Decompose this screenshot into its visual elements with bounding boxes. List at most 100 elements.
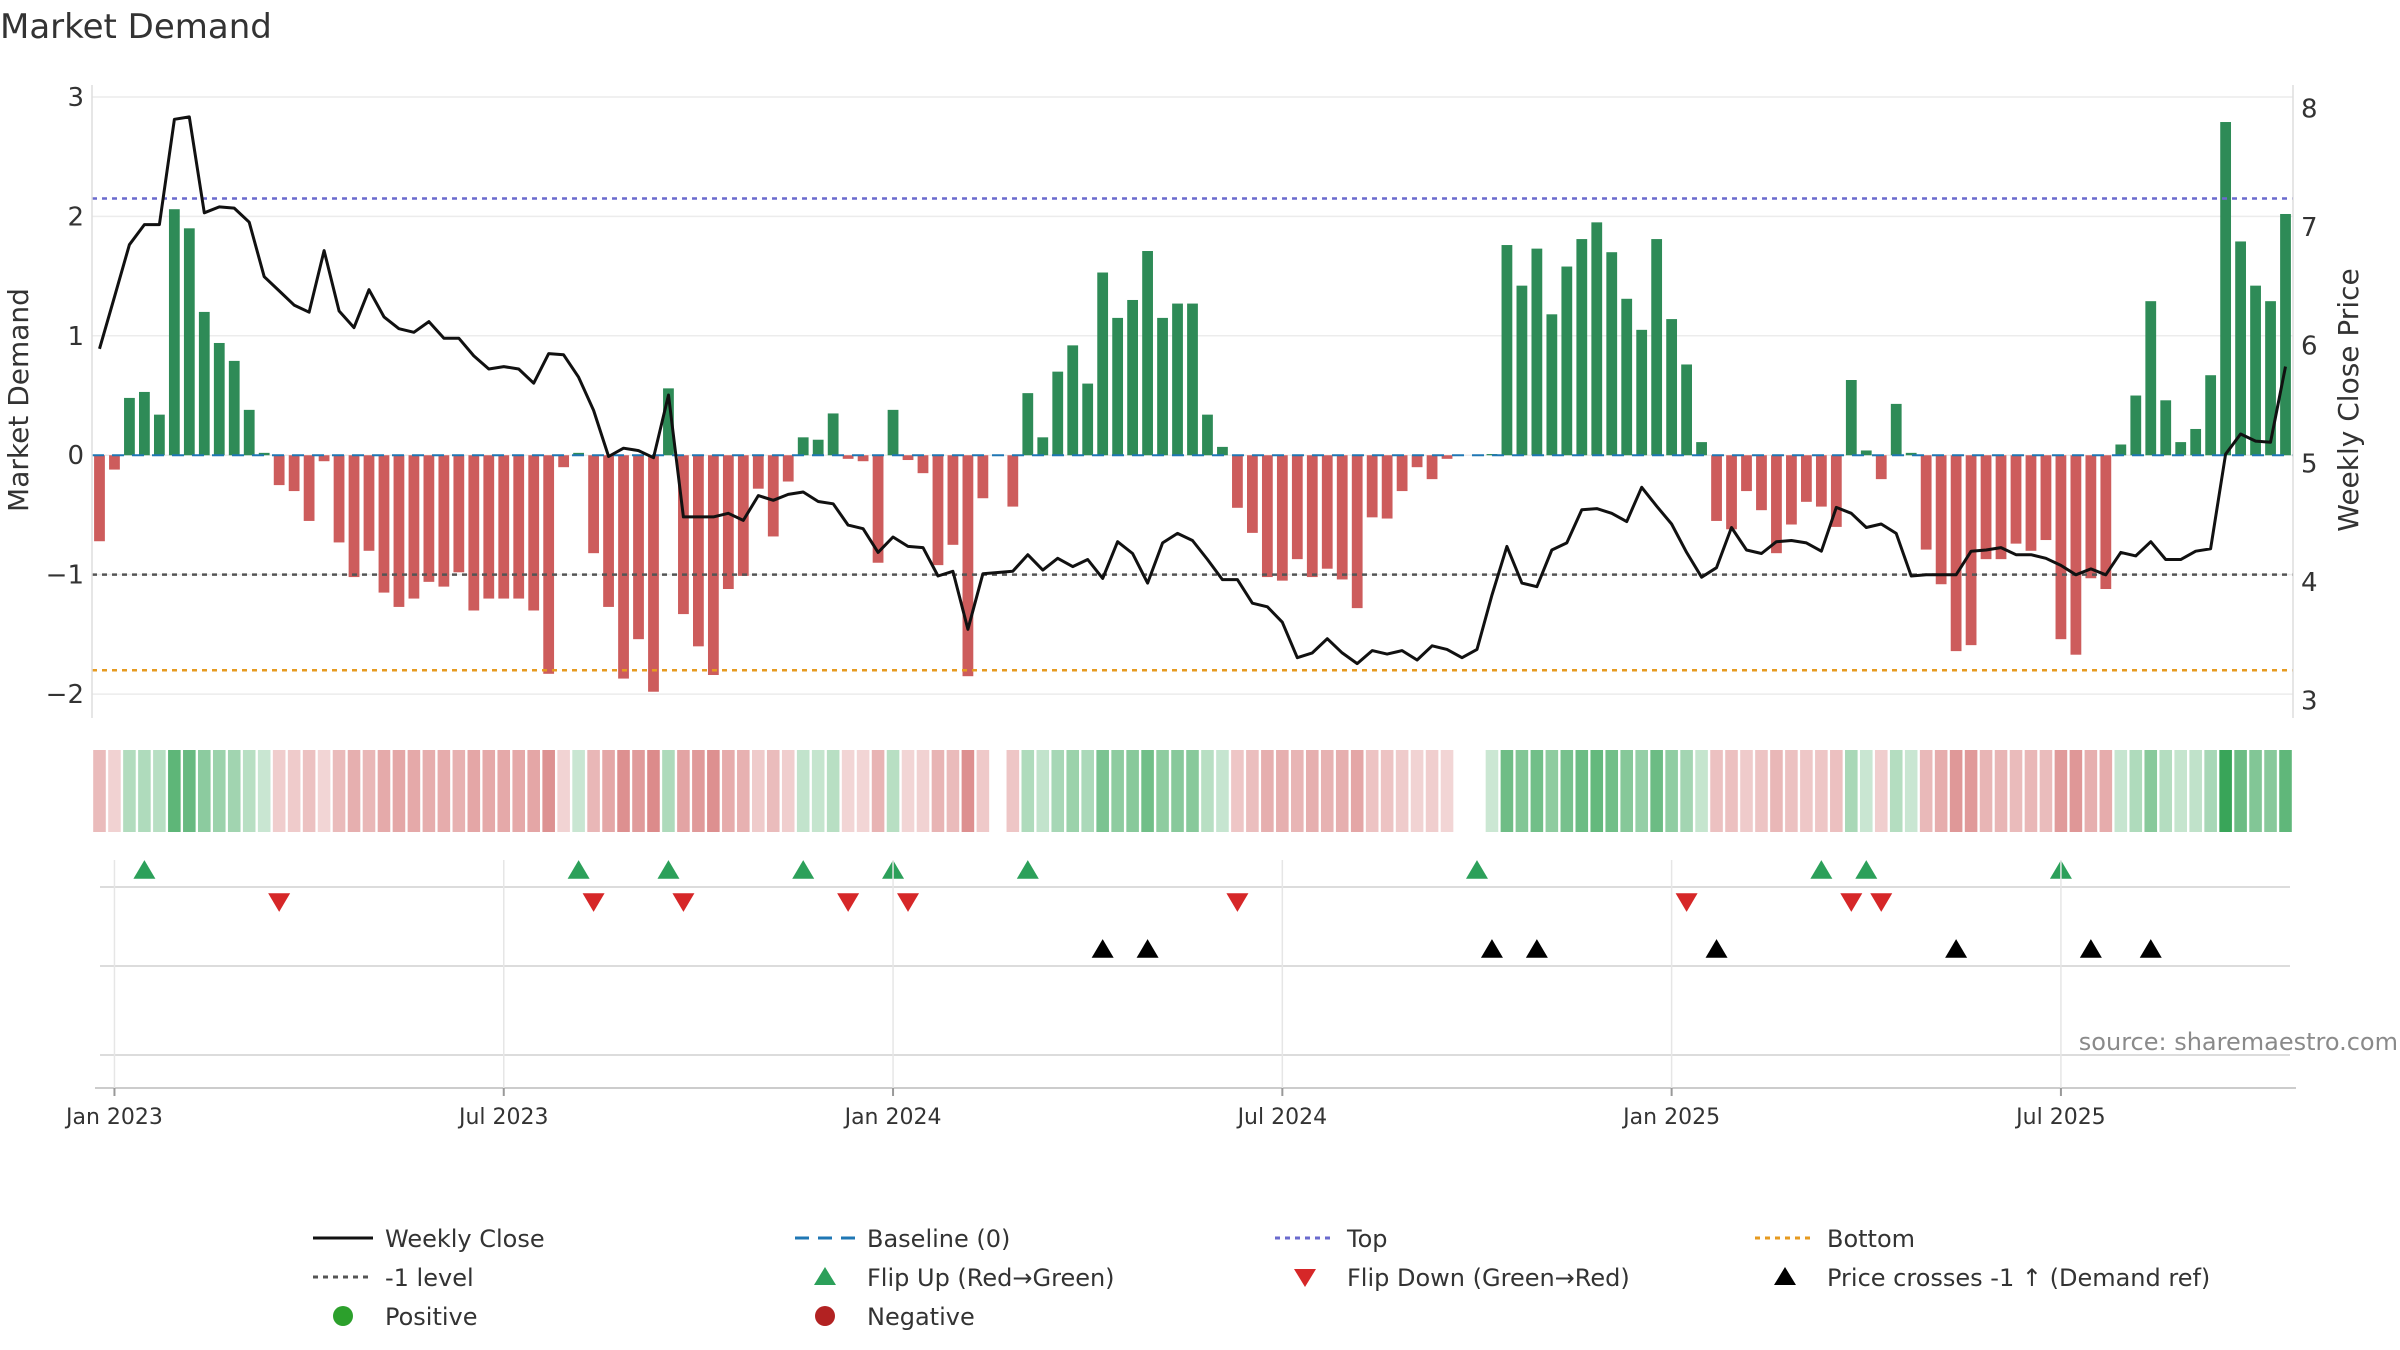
flip-up-marker	[792, 860, 815, 879]
chart-title: Market Demand	[0, 7, 272, 47]
positive-bar	[2265, 301, 2276, 456]
flip-up-marker	[1016, 860, 1039, 879]
negative-bar	[543, 455, 555, 674]
negative-bar	[528, 455, 540, 611]
strip-cell	[1680, 750, 1693, 832]
negative-bar	[483, 455, 495, 599]
strip-cell	[2024, 750, 2038, 832]
positive-bar	[1142, 251, 1153, 456]
strip-cell	[1171, 750, 1184, 832]
strip-cell	[1156, 750, 1169, 832]
strip-cell	[1186, 750, 1199, 832]
negative-bar	[94, 455, 105, 542]
strip-cell	[1350, 750, 1364, 832]
strip-cell	[527, 750, 540, 832]
positive-bar	[1217, 446, 1228, 456]
positive-bar	[198, 311, 210, 456]
y2-tick-label: 7	[2301, 213, 2318, 243]
negative-bar	[842, 455, 854, 459]
positive-bar	[1860, 450, 1872, 456]
strip-cell	[1560, 750, 1574, 832]
axes: −2 −1 0 1 2 3 3 4 5 6 7 8	[46, 83, 2318, 718]
positive-bar	[1606, 252, 1618, 456]
strip-cell	[1365, 750, 1379, 832]
strip-cell	[916, 750, 930, 832]
flip-down-marker	[268, 893, 291, 912]
y2-tick-label: 8	[2301, 95, 2318, 125]
negative-bar	[2100, 455, 2112, 590]
strip-cell	[1740, 750, 1753, 832]
positive-bar	[1112, 317, 1124, 456]
negative-bar	[273, 455, 285, 486]
strip-cell	[1320, 750, 1334, 832]
strip-cell	[1785, 750, 1798, 832]
legend-swatch-dot	[333, 1306, 353, 1326]
positive-bar	[1097, 272, 1109, 456]
strip-cell	[2189, 750, 2202, 832]
strip-cell	[1590, 750, 1604, 832]
positive-bar	[2280, 213, 2291, 456]
negative-bar	[303, 455, 315, 521]
y-tick-label: 1	[67, 322, 84, 352]
negative-bar	[498, 455, 510, 599]
strip-cell	[392, 750, 406, 832]
negative-bar	[752, 455, 764, 489]
strip-cell	[2144, 750, 2158, 832]
strip-cell	[1485, 750, 1499, 832]
negative-bar	[588, 455, 599, 554]
negative-bar	[767, 455, 779, 537]
strip-cell	[123, 750, 136, 832]
strip-cell	[1081, 750, 1094, 832]
positive-bar	[2175, 442, 2187, 456]
strip-cell	[2009, 750, 2023, 832]
negative-bar	[962, 455, 974, 677]
strip-cell	[1036, 750, 1050, 832]
negative-bar	[2055, 455, 2067, 640]
price-cross-marker	[1136, 939, 1159, 958]
negative-bar	[1786, 455, 1797, 525]
strip-cell	[1276, 750, 1289, 832]
negative-bar	[1306, 455, 1318, 578]
positive-bar	[2160, 400, 2172, 456]
positive-bar	[1501, 245, 1513, 456]
strip-cell	[153, 750, 166, 832]
positive-bar	[573, 452, 585, 456]
strip-cell	[1770, 750, 1783, 832]
strip-cell	[841, 750, 855, 832]
source-label: source: sharemaestro.com	[2079, 1028, 2398, 1056]
strip-cell	[1021, 750, 1035, 832]
negative-bar	[513, 455, 525, 599]
strip-cell	[1949, 750, 1963, 832]
negative-bar	[1935, 455, 1947, 585]
strip-cell	[1859, 750, 1873, 832]
strip-cell	[317, 750, 331, 832]
strip-cell	[1515, 750, 1529, 832]
strip-cell	[332, 750, 346, 832]
strip-cell	[2279, 750, 2292, 832]
positive-bar	[153, 414, 165, 456]
strip-cell	[183, 750, 196, 832]
strip-cell	[1800, 750, 1813, 832]
negative-bar	[1950, 455, 1962, 652]
strip-cell	[1605, 750, 1619, 832]
strip-cell	[1830, 750, 1843, 832]
positive-bar	[2250, 285, 2261, 456]
strip-cell	[2084, 750, 2098, 832]
strip-cell	[212, 750, 226, 832]
negative-bar	[1980, 455, 1992, 560]
negative-bar	[393, 455, 405, 607]
strip-cell	[587, 750, 600, 832]
positive-bar	[1845, 380, 1857, 456]
strip-cell	[482, 750, 496, 832]
negative-bar	[1995, 455, 2007, 560]
strip-cell	[1889, 750, 1903, 832]
positive-bar	[1052, 371, 1064, 456]
strip-cell	[766, 750, 780, 832]
strip-cell	[1545, 750, 1559, 832]
strip-cell	[796, 750, 810, 832]
negative-bar	[1411, 455, 1423, 468]
negative-bar	[1366, 455, 1378, 518]
price-cross-marker	[2079, 939, 2102, 958]
strip-cell	[2234, 750, 2247, 832]
legend-label: Flip Up (Red→Green)	[867, 1264, 1115, 1292]
